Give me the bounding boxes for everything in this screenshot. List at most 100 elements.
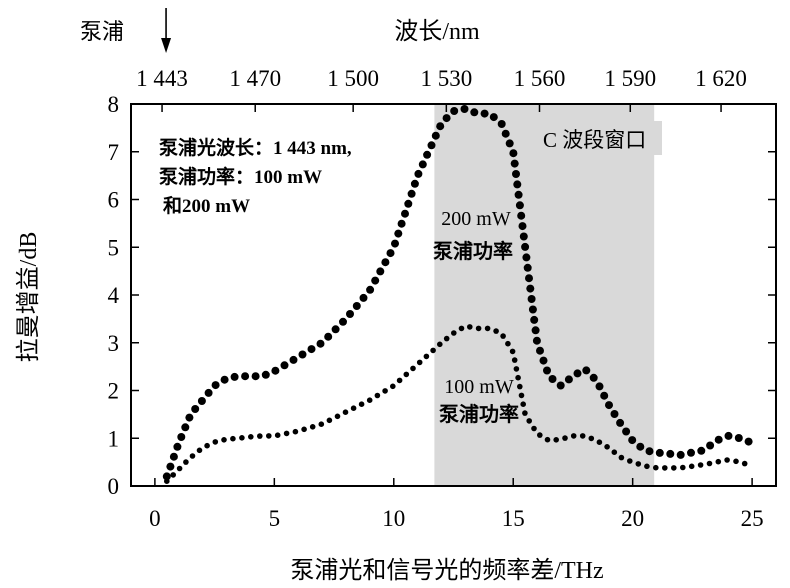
data-point bbox=[564, 375, 573, 384]
data-point bbox=[169, 452, 178, 461]
data-point bbox=[298, 350, 307, 359]
data-point bbox=[221, 437, 227, 443]
data-point bbox=[442, 114, 451, 123]
data-point bbox=[489, 113, 498, 122]
data-point bbox=[437, 341, 443, 348]
data-point bbox=[671, 465, 677, 471]
data-point bbox=[505, 340, 511, 347]
data-point bbox=[644, 463, 650, 470]
info-line-1: 泵浦光波长：1 443 nm, bbox=[159, 136, 352, 159]
label-200mw-value: 200 mW bbox=[441, 208, 511, 230]
data-point bbox=[397, 219, 406, 228]
data-point bbox=[352, 302, 361, 310]
data-point bbox=[662, 465, 668, 471]
data-point bbox=[436, 122, 445, 131]
data-point bbox=[573, 369, 582, 378]
data-point bbox=[744, 437, 753, 446]
data-point bbox=[381, 258, 390, 267]
data-point bbox=[196, 447, 203, 454]
data-point bbox=[544, 436, 551, 443]
x-tick-label: 15 bbox=[502, 506, 525, 531]
data-point bbox=[600, 391, 609, 400]
data-point bbox=[230, 435, 236, 442]
data-point bbox=[390, 383, 396, 390]
data-point bbox=[653, 464, 659, 471]
data-point bbox=[636, 442, 645, 451]
x-tick-label: 10 bbox=[382, 506, 405, 531]
data-point bbox=[339, 317, 347, 326]
data-point bbox=[536, 346, 544, 355]
data-point bbox=[527, 295, 536, 303]
data-point bbox=[189, 453, 196, 459]
data-point bbox=[307, 345, 316, 354]
data-point bbox=[556, 381, 565, 390]
data-point bbox=[326, 417, 333, 424]
data-point bbox=[512, 170, 520, 178]
y-axis-title: 拉曼增益/dB bbox=[15, 232, 42, 363]
data-point bbox=[359, 293, 368, 302]
data-point bbox=[394, 229, 403, 238]
data-point bbox=[741, 460, 748, 467]
data-point bbox=[431, 131, 440, 140]
data-point bbox=[548, 375, 557, 383]
data-point bbox=[197, 397, 206, 405]
top-tick-label: 1 443 bbox=[136, 66, 188, 91]
data-point bbox=[526, 418, 532, 424]
data-point bbox=[497, 120, 506, 128]
data-point bbox=[514, 190, 523, 199]
top-tick-label: 1 500 bbox=[327, 66, 379, 91]
data-point bbox=[500, 333, 506, 339]
series-1 bbox=[162, 105, 753, 481]
data-point bbox=[467, 324, 473, 330]
data-point bbox=[582, 366, 591, 375]
data-point bbox=[458, 325, 465, 332]
data-point bbox=[374, 392, 381, 399]
data-point bbox=[734, 434, 743, 442]
data-point bbox=[450, 107, 459, 115]
data-point bbox=[604, 444, 610, 450]
data-point bbox=[283, 430, 290, 437]
data-point bbox=[204, 442, 210, 449]
data-point bbox=[517, 211, 526, 220]
label-200mw-text: 泵浦功率 bbox=[433, 239, 513, 263]
band-label-bg bbox=[532, 121, 662, 155]
data-point bbox=[610, 410, 619, 418]
data-point bbox=[230, 372, 239, 381]
data-point bbox=[410, 179, 419, 188]
data-point bbox=[170, 472, 176, 478]
data-point bbox=[266, 433, 272, 439]
data-point bbox=[525, 274, 533, 283]
data-point bbox=[470, 108, 479, 117]
data-point bbox=[688, 463, 695, 470]
data-point bbox=[301, 426, 307, 433]
x-axis-title: 泵浦光和信号光的频率差/THz bbox=[290, 557, 603, 584]
data-point bbox=[324, 332, 333, 341]
data-point bbox=[346, 310, 354, 318]
data-point bbox=[518, 392, 525, 399]
top-tick-label: 1 590 bbox=[604, 66, 656, 91]
data-point bbox=[396, 377, 403, 384]
data-point bbox=[589, 373, 598, 382]
data-point bbox=[460, 105, 469, 113]
data-point bbox=[166, 462, 175, 471]
data-point bbox=[697, 446, 706, 455]
data-point bbox=[530, 315, 539, 324]
data-point bbox=[531, 326, 540, 335]
label-100mw-value: 100 mW bbox=[444, 376, 514, 398]
info-line-3: 和200 mW bbox=[163, 194, 250, 217]
data-point bbox=[605, 401, 613, 410]
data-point bbox=[407, 189, 416, 198]
data-point bbox=[523, 263, 532, 272]
top-tick-label: 1 620 bbox=[695, 66, 747, 91]
data-point bbox=[204, 388, 213, 397]
data-point bbox=[522, 410, 528, 416]
data-point bbox=[443, 335, 450, 342]
data-point bbox=[596, 439, 603, 446]
x-tick-label: 5 bbox=[269, 506, 281, 531]
data-point bbox=[588, 435, 595, 442]
data-point bbox=[280, 361, 289, 370]
top-tick-label: 1 560 bbox=[514, 66, 566, 91]
data-point bbox=[562, 435, 568, 441]
data-point bbox=[248, 434, 254, 440]
